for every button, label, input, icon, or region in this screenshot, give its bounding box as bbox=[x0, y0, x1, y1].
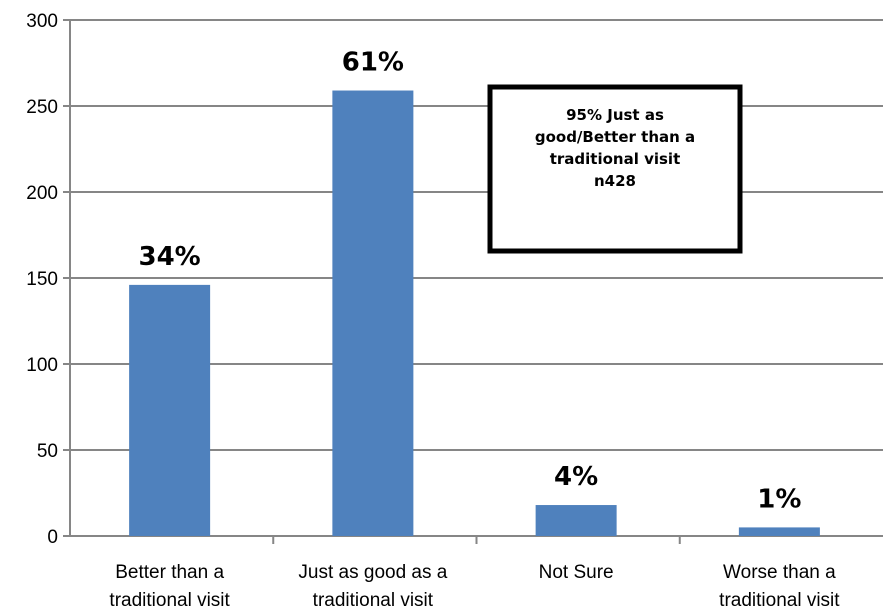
y-tick-label: 250 bbox=[26, 97, 58, 118]
annotation-box: 95% Just as good/Better than a traditional… bbox=[487, 84, 743, 254]
annotation-text: 95% Just as bbox=[566, 106, 664, 124]
y-axis-ticks: 0 50 100 150 200 250 300 bbox=[26, 11, 70, 548]
bar bbox=[129, 284, 211, 536]
category-labels: Better than a traditional visit Just as go… bbox=[109, 562, 840, 611]
y-tick-label: 150 bbox=[26, 269, 58, 290]
category-label: Just as good as a bbox=[298, 562, 447, 583]
y-tick-label: 0 bbox=[47, 527, 58, 548]
annotation-text: good/Better than a bbox=[535, 128, 695, 146]
category-label: Not Sure bbox=[539, 562, 614, 583]
y-tick-label: 200 bbox=[26, 183, 58, 204]
annotation-text: n428 bbox=[594, 172, 636, 190]
y-tick-label: 50 bbox=[37, 441, 58, 462]
bars bbox=[129, 90, 820, 537]
category-label: Better than a bbox=[115, 562, 224, 583]
bar bbox=[738, 527, 820, 536]
data-label: 34% bbox=[139, 242, 201, 272]
category-label: traditional visit bbox=[719, 590, 840, 611]
data-label: 61% bbox=[342, 48, 404, 78]
category-label: Worse than a bbox=[723, 562, 836, 583]
data-label: 4% bbox=[554, 462, 598, 492]
y-tick-label: 100 bbox=[26, 355, 58, 376]
bar bbox=[535, 505, 617, 536]
data-labels: 34% 61% 4% 1% bbox=[139, 48, 802, 515]
bar bbox=[332, 90, 414, 537]
annotation-text: traditional visit bbox=[550, 150, 681, 168]
data-label: 1% bbox=[757, 484, 801, 514]
y-tick-label: 300 bbox=[26, 11, 58, 32]
category-label: traditional visit bbox=[313, 590, 434, 611]
category-label: traditional visit bbox=[109, 590, 230, 611]
